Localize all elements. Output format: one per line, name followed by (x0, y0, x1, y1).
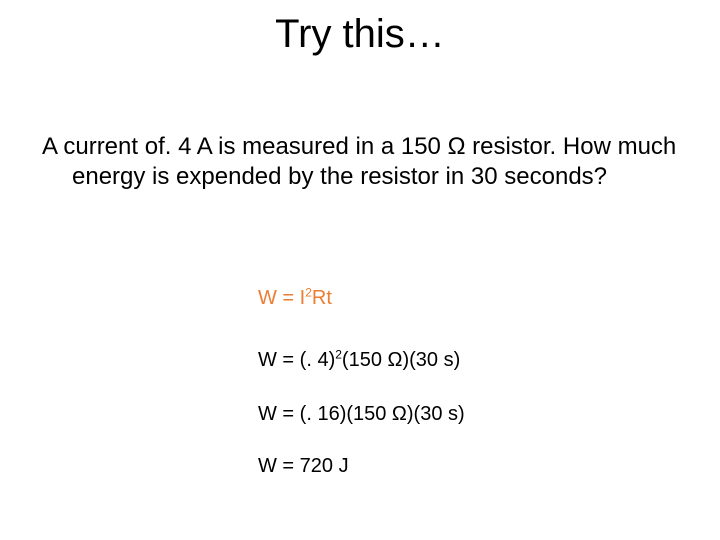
eq1-sup: 2 (305, 285, 312, 299)
eq2-post: (150 Ω)(30 s) (342, 349, 460, 371)
slide-title: Try this… (0, 12, 720, 57)
question-block: A current of. 4 A is measured in a 150 Ω… (42, 132, 682, 192)
equation-step: W = (. 16)(150 Ω)(30 s) (258, 402, 465, 426)
eq2-sup: 2 (335, 347, 342, 361)
eq2-pre: W = (. 4) (258, 349, 335, 371)
eq1-pre: W = I (258, 287, 305, 309)
equation-formula: W = I2Rt (258, 286, 332, 310)
question-text: A current of. 4 A is measured in a 150 Ω… (42, 132, 682, 192)
question-line-3: 30 seconds? (471, 163, 607, 190)
question-line-1: A current of. 4 A is measured in a 150 Ω… (42, 133, 556, 160)
eq1-post: Rt (312, 287, 332, 309)
equation-result: W = 720 J (258, 454, 349, 478)
slide: Try this… A current of. 4 A is measured … (0, 0, 720, 540)
equation-substituted: W = (. 4)2(150 Ω)(30 s) (258, 348, 460, 372)
